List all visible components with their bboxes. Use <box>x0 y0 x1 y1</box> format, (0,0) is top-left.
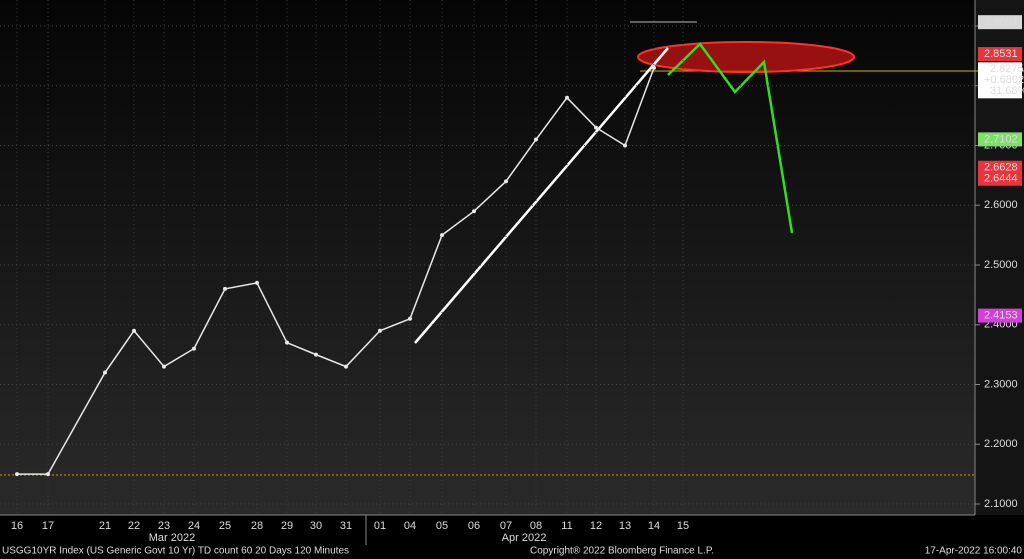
price-tag-label: 2.9064 <box>984 16 1018 28</box>
price-tag-label: 2.6444 <box>984 173 1018 185</box>
x-tick-label: 04 <box>404 520 416 532</box>
y-tick-label: 2.2000 <box>984 438 1018 450</box>
price-point <box>255 280 259 285</box>
trend-line <box>414 47 669 344</box>
price-tag-label: 2.6628 <box>984 162 1018 174</box>
last-price-label: 2.8275 <box>990 63 1024 75</box>
price-point <box>162 364 166 369</box>
price-point <box>652 65 656 70</box>
price-point <box>594 125 598 130</box>
x-tick-label: 06 <box>468 520 480 532</box>
footer-right: 17-Apr-2022 16:00:40 <box>925 546 1023 557</box>
price-point <box>344 364 348 369</box>
x-tick-label: 14 <box>648 520 660 532</box>
price-point <box>132 328 136 333</box>
x-tick-label: 15 <box>677 520 689 532</box>
x-tick-label: 28 <box>251 520 263 532</box>
price-tag-label: 2.8531 <box>984 48 1018 60</box>
x-tick-label: 12 <box>590 520 602 532</box>
price-point <box>534 137 538 142</box>
footer-left: USGG10YR Index (US Generic Govt 10 Yr) T… <box>2 546 349 557</box>
price-point <box>15 472 19 477</box>
x-tick-label: 22 <box>128 520 140 532</box>
price-point <box>623 143 627 148</box>
highlight-ellipse <box>637 41 855 73</box>
x-tick-label: 23 <box>158 520 170 532</box>
x-tick-label: 30 <box>310 520 322 532</box>
price-tag-label: 2.4153 <box>984 310 1018 322</box>
x-tick-label: 01 <box>374 520 386 532</box>
y-tick-label: 2.1000 <box>984 498 1018 510</box>
price-tag <box>978 132 1022 147</box>
change-pct-label: 31.68% <box>990 85 1024 97</box>
x-tick-label: 07 <box>500 520 512 532</box>
price-tag-label: 2.7102 <box>984 133 1018 145</box>
forecast-line <box>667 42 794 234</box>
price-point <box>103 370 107 375</box>
x-tick-label: 25 <box>219 520 231 532</box>
price-point <box>192 346 196 351</box>
x-tick-label: 21 <box>99 520 111 532</box>
price-point <box>408 316 412 321</box>
price-point <box>285 340 289 345</box>
price-tag <box>978 160 1022 175</box>
x-tick-label: 16 <box>11 520 23 532</box>
price-point <box>223 286 227 291</box>
price-point <box>46 472 50 477</box>
x-tick-label: 11 <box>561 520 572 532</box>
price-point <box>565 95 569 100</box>
x-tick-label: 13 <box>619 520 631 532</box>
price-point <box>472 209 476 214</box>
change-label: +0.6802 <box>984 74 1024 86</box>
footer-center: Copyright® 2022 Bloomberg Finance L.P. <box>530 546 714 557</box>
price-point <box>504 179 508 184</box>
y-tick-label: 2.3000 <box>984 378 1018 390</box>
month-label: Apr 2022 <box>502 532 547 544</box>
price-point <box>378 328 382 333</box>
price-tag <box>978 47 1022 62</box>
price-tag <box>978 171 1022 186</box>
x-tick-label: 05 <box>436 520 448 532</box>
x-tick-label: 17 <box>42 520 54 532</box>
y-tick-label: 2.6000 <box>984 199 1018 211</box>
last-price-box <box>978 62 1022 99</box>
price-tag <box>978 308 1022 323</box>
price-point <box>440 233 444 238</box>
x-tick-label: 24 <box>188 520 200 532</box>
y-tick-label: 2.5000 <box>984 259 1018 271</box>
x-tick-label: 31 <box>340 520 352 532</box>
x-tick-label: 08 <box>530 520 542 532</box>
price-point <box>314 352 318 357</box>
month-label: Mar 2022 <box>149 532 195 544</box>
price-tag <box>978 15 1022 30</box>
x-tick-label: 29 <box>281 520 293 532</box>
